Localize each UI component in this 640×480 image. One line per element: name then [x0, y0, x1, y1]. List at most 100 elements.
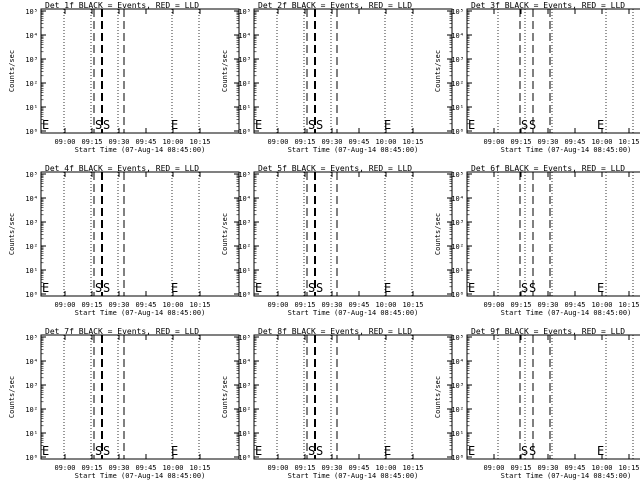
x-tick-label: 09:30 — [321, 464, 342, 472]
event-marker-e: E — [255, 281, 262, 295]
event-marker-e: E — [468, 118, 475, 132]
y-axis-label: Counts/sec — [8, 376, 16, 418]
event-marker-s: S — [95, 281, 102, 295]
x-tick-label: 09:30 — [321, 301, 342, 309]
x-tick-label: 09:00 — [267, 138, 288, 146]
event-marker-e: E — [384, 444, 391, 458]
y-tick-label: 10² — [451, 243, 464, 251]
event-marker-e: E — [42, 118, 49, 132]
x-tick-label: 09:00 — [483, 464, 504, 472]
x-tick-label: 10:00 — [162, 301, 183, 309]
y-tick-label: 10² — [238, 406, 251, 414]
x-tick-label: 09:30 — [537, 138, 558, 146]
event-marker-s: S — [95, 444, 102, 458]
x-tick-label: 09:15 — [510, 301, 531, 309]
x-tick-label: 09:30 — [537, 464, 558, 472]
y-tick-label: 10⁰ — [238, 454, 251, 462]
plot-frame — [253, 334, 453, 460]
x-tick-label: 10:00 — [375, 464, 396, 472]
x-tick-label: 09:00 — [483, 301, 504, 309]
x-tick-label: 10:00 — [162, 138, 183, 146]
x-axis-label: Start Time (07-Aug-14 08:45:00) — [288, 309, 419, 317]
x-tick-label: 09:15 — [294, 301, 315, 309]
x-axis-label: Start Time (07-Aug-14 08:45:00) — [288, 472, 419, 480]
y-tick-label: 10⁴ — [25, 195, 38, 203]
x-tick-label: 09:45 — [135, 301, 156, 309]
y-tick-label: 10¹ — [451, 267, 464, 275]
y-tick-label: 10¹ — [451, 104, 464, 112]
x-tick-label: 09:15 — [81, 301, 102, 309]
event-marker-s: S — [529, 444, 536, 458]
plot-frame — [466, 8, 640, 134]
x-axis-label: Start Time (07-Aug-14 08:45:00) — [75, 309, 206, 317]
y-tick-label: 10⁵ — [451, 8, 464, 16]
x-tick-label: 10:15 — [402, 464, 423, 472]
plot-frame — [253, 171, 453, 297]
event-marker-e: E — [468, 281, 475, 295]
panel-title: Det 7f BLACK = Events, RED = LLD — [45, 327, 199, 336]
x-tick-label: 09:30 — [321, 138, 342, 146]
event-marker-s: S — [95, 118, 102, 132]
panel-title: Det 5f BLACK = Events, RED = LLD — [258, 164, 412, 173]
y-tick-label: 10⁴ — [451, 358, 464, 366]
event-marker-e: E — [171, 118, 178, 132]
x-axis-label: Start Time (07-Aug-14 08:45:00) — [501, 146, 632, 154]
y-tick-label: 10³ — [25, 56, 38, 64]
x-tick-label: 09:00 — [54, 301, 75, 309]
event-marker-s: S — [308, 281, 315, 295]
x-tick-label: 09:15 — [510, 464, 531, 472]
x-tick-label: 09:45 — [135, 138, 156, 146]
x-tick-label: 09:45 — [348, 464, 369, 472]
x-tick-label: 09:00 — [267, 464, 288, 472]
y-tick-label: 10² — [25, 80, 38, 88]
x-axis-label: Start Time (07-Aug-14 08:45:00) — [75, 472, 206, 480]
y-tick-label: 10³ — [451, 56, 464, 64]
x-tick-label: 10:15 — [618, 464, 639, 472]
y-axis-label: Counts/sec — [8, 213, 16, 255]
x-tick-label: 09:45 — [564, 301, 585, 309]
y-tick-label: 10⁰ — [238, 291, 251, 299]
y-tick-label: 10⁰ — [238, 128, 251, 136]
y-tick-label: 10³ — [25, 382, 38, 390]
x-tick-label: 10:15 — [402, 138, 423, 146]
x-tick-label: 09:45 — [135, 464, 156, 472]
y-tick-label: 10⁴ — [238, 195, 251, 203]
y-tick-label: 10⁵ — [25, 334, 38, 342]
panel-title: Det 1f BLACK = Events, RED = LLD — [45, 1, 199, 10]
event-marker-s: S — [521, 444, 528, 458]
x-tick-label: 09:15 — [510, 138, 531, 146]
event-marker-e: E — [597, 444, 604, 458]
event-marker-e: E — [255, 444, 262, 458]
x-tick-label: 10:00 — [162, 464, 183, 472]
y-tick-label: 10³ — [238, 382, 251, 390]
y-tick-label: 10³ — [25, 219, 38, 227]
x-tick-label: 09:45 — [564, 138, 585, 146]
x-tick-label: 10:00 — [591, 138, 612, 146]
y-tick-label: 10⁰ — [25, 291, 38, 299]
y-tick-label: 10¹ — [238, 430, 251, 438]
event-marker-s: S — [529, 281, 536, 295]
x-tick-label: 10:15 — [189, 464, 210, 472]
y-axis-label: Counts/sec — [8, 50, 16, 92]
y-tick-label: 10⁴ — [238, 32, 251, 40]
panel-title: Det 9f BLACK = Events, RED = LLD — [471, 327, 625, 336]
panel-title: Det 4f BLACK = Events, RED = LLD — [45, 164, 199, 173]
y-tick-label: 10⁵ — [238, 334, 251, 342]
event-marker-s: S — [103, 281, 110, 295]
x-tick-label: 09:00 — [54, 138, 75, 146]
y-tick-label: 10⁵ — [238, 8, 251, 16]
y-tick-label: 10⁵ — [451, 334, 464, 342]
y-tick-label: 10¹ — [238, 267, 251, 275]
y-tick-label: 10³ — [451, 219, 464, 227]
y-tick-label: 10⁵ — [451, 171, 464, 179]
x-tick-label: 09:15 — [294, 464, 315, 472]
y-tick-label: 10⁵ — [25, 171, 38, 179]
event-marker-e: E — [255, 118, 262, 132]
y-axis-label: Counts/sec — [434, 376, 442, 418]
x-tick-label: 10:15 — [618, 138, 639, 146]
x-tick-label: 09:30 — [108, 138, 129, 146]
plot-frame — [40, 334, 240, 460]
x-tick-label: 10:15 — [402, 301, 423, 309]
y-tick-label: 10¹ — [451, 430, 464, 438]
